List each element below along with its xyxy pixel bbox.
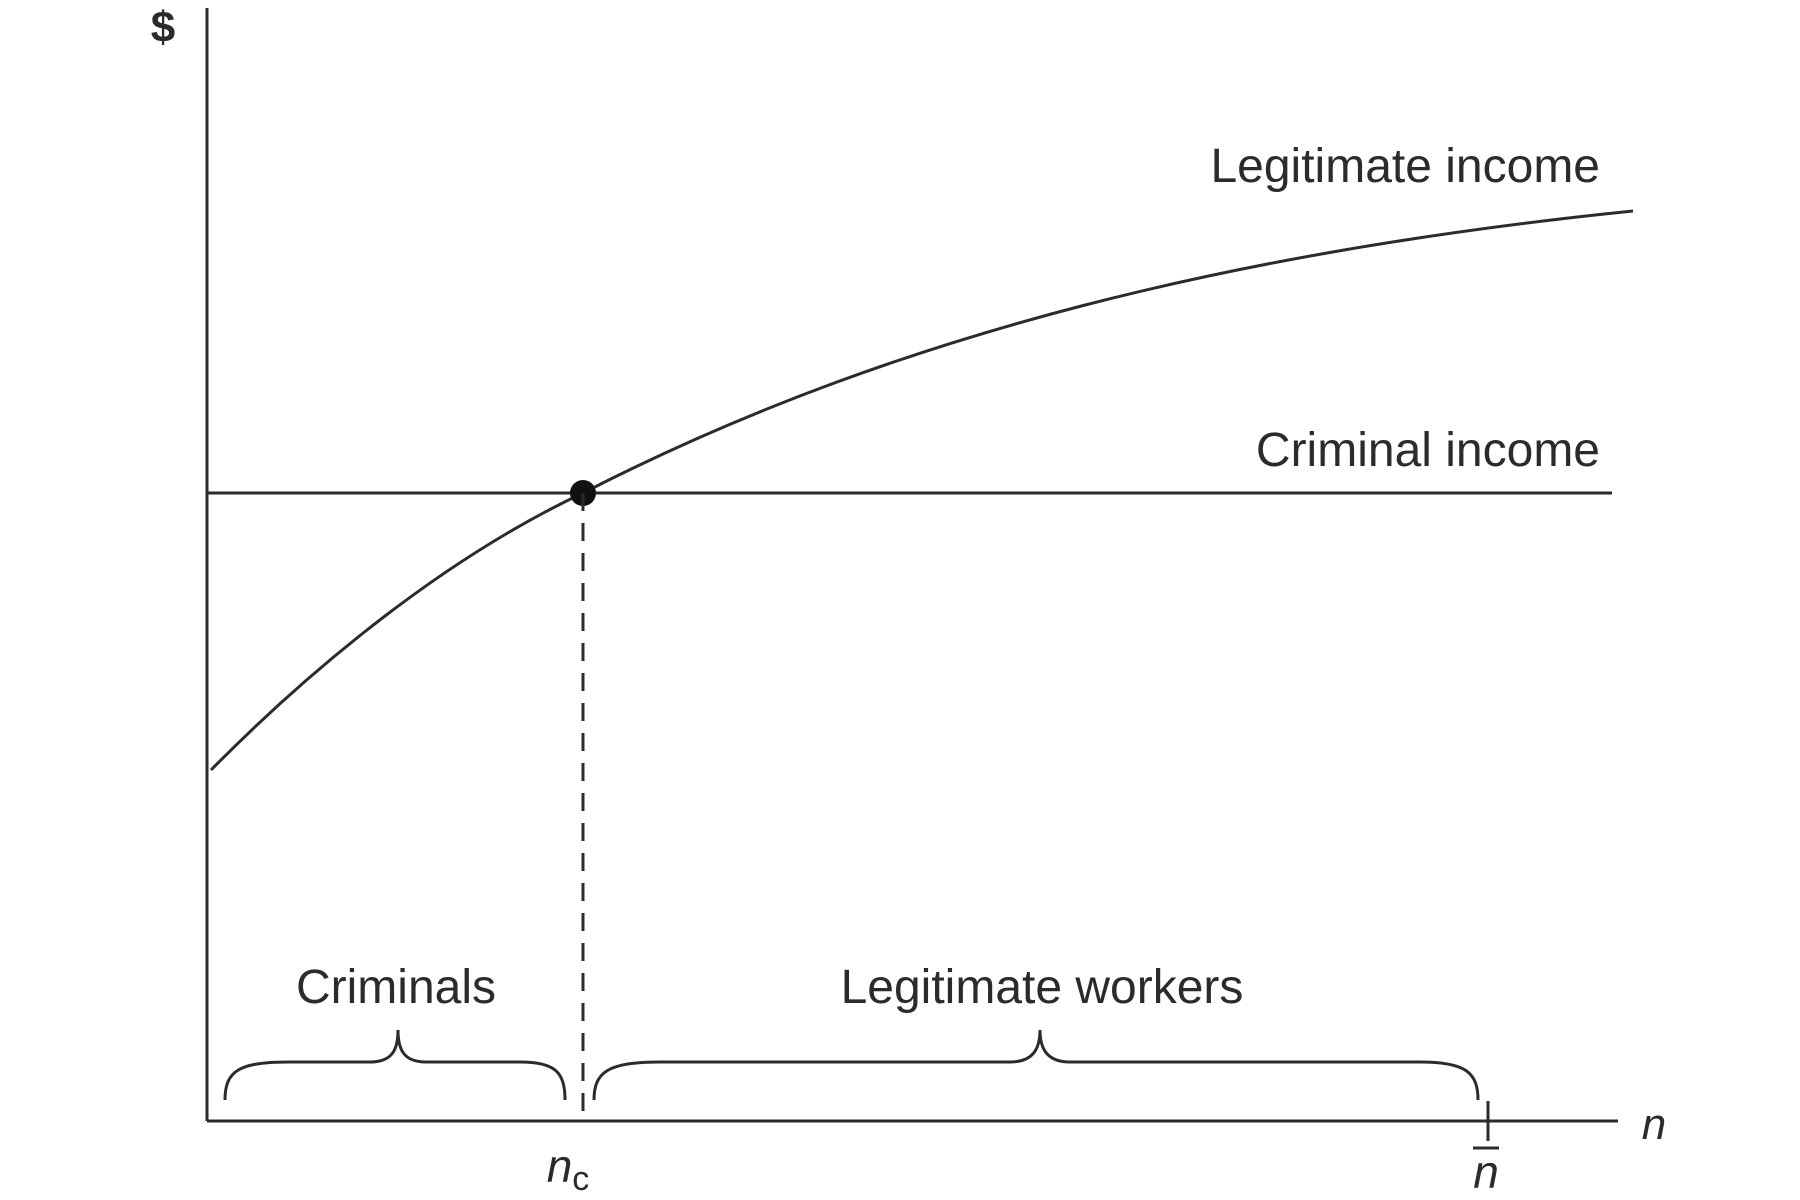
criminal-income-label: Criminal income [1256, 424, 1600, 477]
legitimate-income-curve [209, 209, 1634, 772]
n-bar-label: n [1473, 1146, 1499, 1198]
legitimate-income-label: Legitimate income [1210, 140, 1600, 193]
legitimate-workers-brace [592, 1029, 1480, 1101]
criminals-brace [223, 1029, 567, 1101]
n-c-label-main: n [547, 1140, 573, 1192]
legitimate-workers-label: Legitimate workers [841, 961, 1244, 1014]
n-c-label-subscript: c [572, 1160, 589, 1198]
n-c-label: nc [547, 1140, 590, 1198]
x-axis-label: n [1642, 1100, 1666, 1149]
criminals-label: Criminals [296, 961, 496, 1014]
y-axis-label: $ [151, 3, 175, 52]
